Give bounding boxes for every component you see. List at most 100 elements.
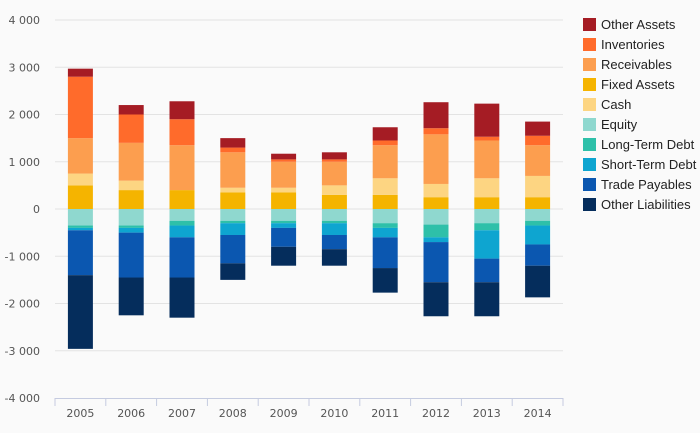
bar-2012-other-liabilities (423, 282, 449, 317)
bar-2010-other-assets (321, 152, 347, 160)
bar-2008-equity (220, 209, 246, 221)
bar-2005-long-term-debt (67, 225, 93, 228)
bar-2005-other-liabilities (67, 275, 93, 349)
y-tick-label: -2 000 (5, 298, 40, 311)
y-tick-label: 4 000 (9, 14, 41, 27)
bar-2009-short-term-debt (271, 223, 297, 228)
x-tick-label-2013: 2013 (473, 407, 501, 420)
bar-2006-equity (118, 209, 144, 226)
bar-2010-inventories (321, 159, 347, 162)
legend-item-equity[interactable]: Equity (583, 117, 638, 132)
bar-2006-cash (118, 180, 144, 191)
bar-2009-trade-payables (271, 227, 297, 247)
y-axis-tick-labels: 4 000 3 000 2 000 1 000 0 -1 000 -2 000 -3 000 -… (5, 14, 40, 405)
bar-2010-other-liabilities (321, 249, 347, 266)
bar-2013-equity (474, 209, 500, 224)
bar-2014-fixed-assets (525, 197, 551, 209)
bar-2014-other-assets (525, 121, 551, 136)
bar-2006-fixed-assets (118, 190, 144, 209)
bar-2005-trade-payables (67, 230, 93, 276)
bar-2005-inventories (67, 76, 93, 139)
legend-item-short-term-debt[interactable]: Short-Term Debt (583, 157, 697, 172)
bar-2011-equity (372, 209, 398, 224)
x-tick-label-2011: 2011 (371, 407, 399, 420)
bar-2007-other-assets (169, 101, 195, 120)
bar-2011-long-term-debt (372, 223, 398, 228)
bar-2014-inventories (525, 135, 551, 146)
bar-2005-receivables (67, 138, 93, 174)
bar-2005-other-assets (67, 68, 93, 77)
legend-label: Fixed Assets (601, 77, 675, 92)
legend-item-trade-payables[interactable]: Trade Payables (583, 177, 692, 192)
legend-swatch (583, 78, 596, 91)
legend-item-other-liabilities[interactable]: Other Liabilities (583, 197, 691, 212)
bar-2007-inventories (169, 119, 195, 146)
bar-2013-long-term-debt (474, 223, 500, 231)
bar-2006-inventories (118, 114, 144, 143)
legend-item-fixed-assets[interactable]: Fixed Assets (583, 77, 675, 92)
legend-label: Receivables (601, 57, 672, 72)
legend-swatch (583, 18, 596, 31)
bar-2007-long-term-debt (169, 220, 195, 226)
bar-2012-long-term-debt (423, 224, 449, 238)
bar-2012-short-term-debt (423, 237, 449, 243)
legend-label: Equity (601, 117, 638, 132)
bar-2013-fixed-assets (474, 197, 500, 209)
bar-2008-short-term-debt (220, 223, 246, 235)
x-tick-label-2008: 2008 (219, 407, 247, 420)
bar-2013-trade-payables (474, 258, 500, 283)
legend-item-receivables[interactable]: Receivables (583, 57, 672, 72)
bar-2007-fixed-assets (169, 190, 195, 209)
y-tick-label: -3 000 (5, 345, 40, 358)
x-tick-label-2007: 2007 (168, 407, 196, 420)
bar-2009-inventories (271, 159, 297, 162)
legend-label: Short-Term Debt (601, 157, 697, 172)
bar-2008-other-assets (220, 138, 246, 148)
bar-2010-long-term-debt (321, 220, 347, 224)
legend-swatch (583, 198, 596, 211)
bar-2011-inventories (372, 140, 398, 146)
bars (67, 68, 551, 349)
legend-item-other-assets[interactable]: Other Assets (583, 17, 676, 32)
bar-2009-receivables (271, 161, 297, 188)
bar-2006-long-term-debt (118, 225, 144, 228)
bar-2006-other-liabilities (118, 277, 144, 316)
bar-2014-cash (525, 175, 551, 198)
bar-2012-receivables (423, 134, 449, 184)
bar-2008-trade-payables (220, 234, 246, 264)
legend-item-long-term-debt[interactable]: Long-Term Debt (583, 137, 695, 152)
bar-2013-other-assets (474, 103, 500, 137)
bar-2013-receivables (474, 140, 500, 179)
legend-item-cash[interactable]: Cash (583, 97, 631, 112)
bar-2009-long-term-debt (271, 220, 297, 224)
x-tick-label-2006: 2006 (117, 407, 145, 420)
legend-label: Long-Term Debt (601, 137, 695, 152)
y-tick-label: 3 000 (9, 61, 41, 74)
bar-2011-receivables (372, 145, 398, 179)
x-axis-tick-labels: 2005 2006 2007 2008 2009 2010 2011 2012 2013 2014 (66, 407, 551, 420)
bar-2011-other-assets (372, 127, 398, 141)
bar-2008-long-term-debt (220, 220, 246, 224)
legend-swatch (583, 138, 596, 151)
legend-swatch (583, 38, 596, 51)
y-tick-label: 1 000 (9, 156, 41, 169)
bar-2014-short-term-debt (525, 225, 551, 245)
bar-2011-cash (372, 178, 398, 195)
bar-2009-cash (271, 187, 297, 193)
legend-swatch (583, 98, 596, 111)
legend-item-inventories[interactable]: Inventories (583, 37, 665, 52)
y-tick-label: 2 000 (9, 109, 41, 122)
x-axis (54, 398, 564, 406)
bar-2007-equity (169, 209, 195, 221)
bar-2008-cash (220, 187, 246, 193)
bar-2010-receivables (321, 161, 347, 186)
bar-2013-short-term-debt (474, 230, 500, 259)
legend-label: Other Liabilities (601, 197, 691, 212)
bar-2011-other-liabilities (372, 268, 398, 293)
x-tick-label-2012: 2012 (422, 407, 450, 420)
y-tick-label: -1 000 (5, 250, 40, 263)
bar-2005-cash (67, 173, 93, 186)
legend-swatch (583, 118, 596, 131)
